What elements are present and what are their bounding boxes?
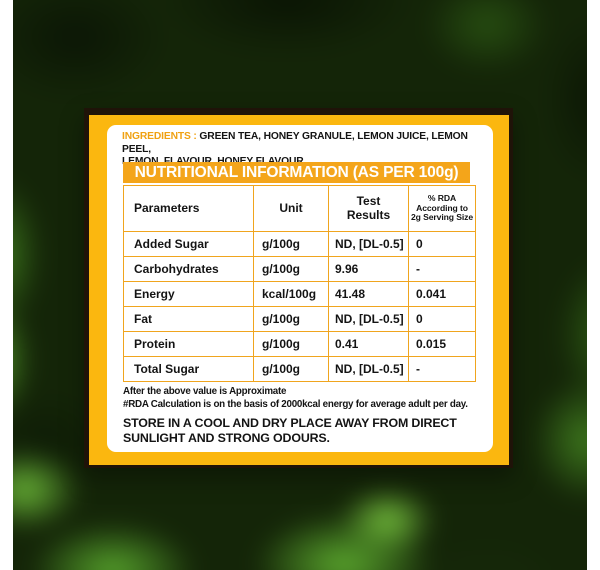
storage-instructions: STORE IN A COOL AND DRY PLACE AWAY FROM … (123, 416, 457, 445)
table-cell: g/100g (253, 256, 329, 282)
table-cell: - (408, 356, 476, 382)
column-header-rda: % RDA According to 2g Serving Size (408, 185, 476, 232)
column-header-unit: Unit (253, 185, 329, 232)
nutrition-title: NUTRITIONAL INFORMATION (AS PER 100g) (134, 164, 459, 181)
table-row: Protein g/100g 0.41 0.015 (123, 331, 476, 357)
ingredients-line1: GREEN TEA, HONEY GRANULE, LEMON JUICE, L… (122, 131, 471, 155)
table-cell: ND, [DL-0.5] (328, 356, 409, 382)
table-cell: 0.015 (408, 331, 476, 357)
table-cell: 0 (408, 306, 476, 332)
ingredients-line2: LEMON FLAVOUR, HONEY FLAVOUR (122, 156, 304, 167)
table-row: Total Sugar g/100g ND, [DL-0.5] - (123, 356, 476, 382)
table-row: Carbohydrates g/100g 9.96- (123, 256, 476, 282)
table-cell: g/100g (253, 331, 329, 357)
table-cell: g/100g (253, 231, 329, 257)
nutrition-table: Parameters Unit Test Results % RDA Accor… (123, 185, 476, 382)
approx-note: After the above value is Approximate (123, 386, 287, 397)
table-row: Fat g/100g ND, [DL-0.5] 0 (123, 306, 476, 332)
column-header-parameters: Parameters (123, 185, 254, 232)
table-row: Energy kcal/100g 41.48 0.041 (123, 281, 476, 307)
table-body: Added Sugar g/100g ND, [DL-0.5] 0 Carbohydra… (123, 231, 476, 382)
table-cell: ND, [DL-0.5] (328, 231, 409, 257)
label-inner-panel: INGREDIENTS : GREEN TEA, HONEY GRANULE, … (107, 125, 493, 452)
table-cell: 9.96 (328, 256, 409, 282)
table-cell: 0.41 (328, 331, 409, 357)
table-cell: Fat (123, 306, 254, 332)
table-header-row: Parameters Unit Test Results % RDA Accor… (123, 185, 476, 232)
table-cell: Added Sugar (123, 231, 254, 257)
column-header-test-results: Test Results (328, 185, 409, 232)
table-cell: Protein (123, 331, 254, 357)
table-cell: ND, [DL-0.5] (328, 306, 409, 332)
table-cell: kcal/100g (253, 281, 329, 307)
table-cell: Total Sugar (123, 356, 254, 382)
nutrition-header-bar: NUTRITIONAL INFORMATION (AS PER 100g) (123, 162, 470, 183)
table-cell: Carbohydrates (123, 256, 254, 282)
table-cell: 41.48 (328, 281, 409, 307)
table-cell: g/100g (253, 306, 329, 332)
table-cell: 0.041 (408, 281, 476, 307)
table-cell: - (408, 256, 476, 282)
ingredients-label: INGREDIENTS : (122, 131, 197, 142)
rda-note: #RDA Calculation is on the basis of 2000… (123, 399, 468, 410)
ingredients-text: INGREDIENTS : GREEN TEA, HONEY GRANULE, … (122, 131, 488, 169)
label-card: INGREDIENTS : GREEN TEA, HONEY GRANULE, … (84, 108, 513, 468)
table-row: Added Sugar g/100g ND, [DL-0.5] 0 (123, 231, 476, 257)
table-cell: g/100g (253, 356, 329, 382)
table-cell: 0 (408, 231, 476, 257)
table-cell: Energy (123, 281, 254, 307)
